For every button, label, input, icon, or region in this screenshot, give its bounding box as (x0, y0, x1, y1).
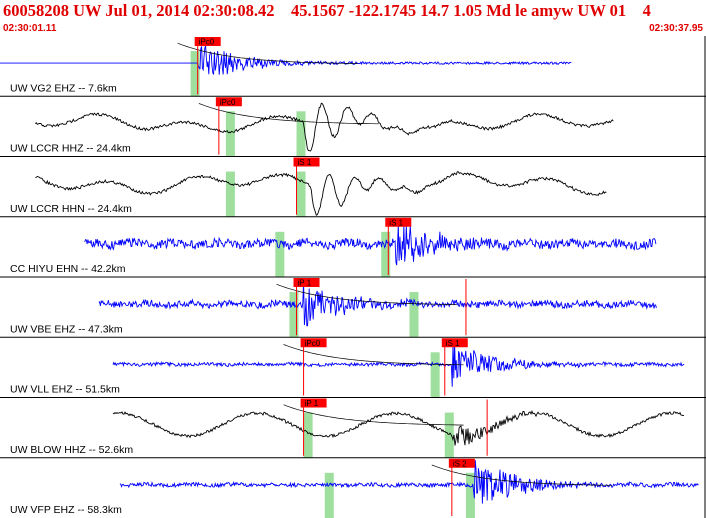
pick-flag-7-0[interactable] (448, 458, 475, 468)
pick-window-3-1 (381, 231, 391, 277)
pick-label-7-0: iS 2 (453, 459, 467, 468)
pick-window-6-0 (303, 412, 313, 458)
pick-flag-1-0[interactable] (215, 97, 242, 107)
waveform-5[interactable] (112, 342, 685, 387)
amplitude-curve-6 (283, 404, 464, 426)
pick-flag-4-0[interactable] (293, 278, 320, 287)
pick-flag-3-0[interactable] (385, 217, 412, 227)
station-label-7: UW VFP EHZ -- 58.3km (10, 504, 122, 516)
station-label-5: UW VLL EHZ -- 51.5km (10, 384, 120, 396)
pick-window-2-0 (225, 171, 235, 217)
pick-flag-2-0[interactable] (293, 157, 320, 167)
pick-window-2-1 (296, 171, 306, 217)
pick-window-3-0 (275, 231, 285, 277)
pick-window-6-1 (444, 412, 454, 458)
amplitude-curve-1 (198, 103, 379, 125)
pick-window-1-1 (296, 111, 306, 157)
station-label-1: UW LCCR HHZ -- 24.4km (10, 143, 131, 155)
station-label-3: CC HIYU EHN -- 42.2km (10, 263, 126, 275)
pick-label-5-0: iPc0 (305, 339, 321, 348)
pick-label-4-0: iP 1 (298, 279, 312, 288)
pick-label-2-0: iS 1 (298, 158, 312, 167)
amplitude-curve-4 (276, 283, 457, 305)
pick-window-0-0 (190, 51, 200, 97)
event-title: 60058208 UW Jul 01, 2014 02:30:08.42 45.… (3, 1, 651, 20)
waveform-0[interactable] (0, 45, 572, 75)
station-label-0: UW VG2 EHZ -- 7.6km (10, 82, 117, 94)
waveform-3[interactable] (84, 224, 657, 266)
event-header: 60058208 UW Jul 01, 2014 02:30:08.42 45.… (0, 0, 706, 36)
waveform-1[interactable] (34, 102, 614, 152)
pick-window-4-1 (409, 292, 419, 338)
pick-flag-5-1[interactable] (441, 338, 468, 348)
waveform-2[interactable] (35, 171, 607, 216)
waveform-6[interactable] (112, 409, 685, 446)
amplitude-curve-7 (431, 464, 612, 486)
station-label-6: UW BLOW HHZ -- 52.6km (10, 444, 133, 456)
pick-flag-5-0[interactable] (300, 338, 327, 348)
amplitude-curve-5 (283, 344, 464, 366)
pick-label-3-0: iS 1 (389, 218, 403, 227)
pick-label-5-1: iS 1 (446, 339, 460, 348)
station-label-2: UW LCCR HHN -- 24.4km (10, 203, 132, 215)
pick-label-0-0: iPc0 (199, 38, 215, 47)
end-time-label: 02:30:37.95 (649, 23, 703, 34)
station-label-4: UW VBE EHZ -- 47.3km (10, 323, 123, 335)
pick-window-1-0 (225, 111, 235, 157)
seismogram-panel[interactable]: iPc0 UW VG2 EHZ -- 7.6km iPc0 UW LCCR HHZ -… (0, 36, 706, 518)
pick-window-7-0 (324, 472, 334, 518)
pick-label-1-0: iPc0 (220, 98, 236, 107)
pick-window-4-0 (289, 292, 299, 338)
pick-window-5-0 (430, 352, 440, 398)
pick-label-6-0: iP 1 (305, 399, 319, 408)
start-time-label: 02:30:01.11 (3, 23, 57, 34)
pick-flag-6-0[interactable] (300, 398, 327, 408)
amplitude-curve-0 (177, 42, 358, 64)
waveform-7[interactable] (119, 460, 699, 504)
pick-flag-0-0[interactable] (194, 37, 221, 46)
waveform-4[interactable] (98, 280, 657, 327)
pick-window-7-1 (465, 472, 475, 518)
